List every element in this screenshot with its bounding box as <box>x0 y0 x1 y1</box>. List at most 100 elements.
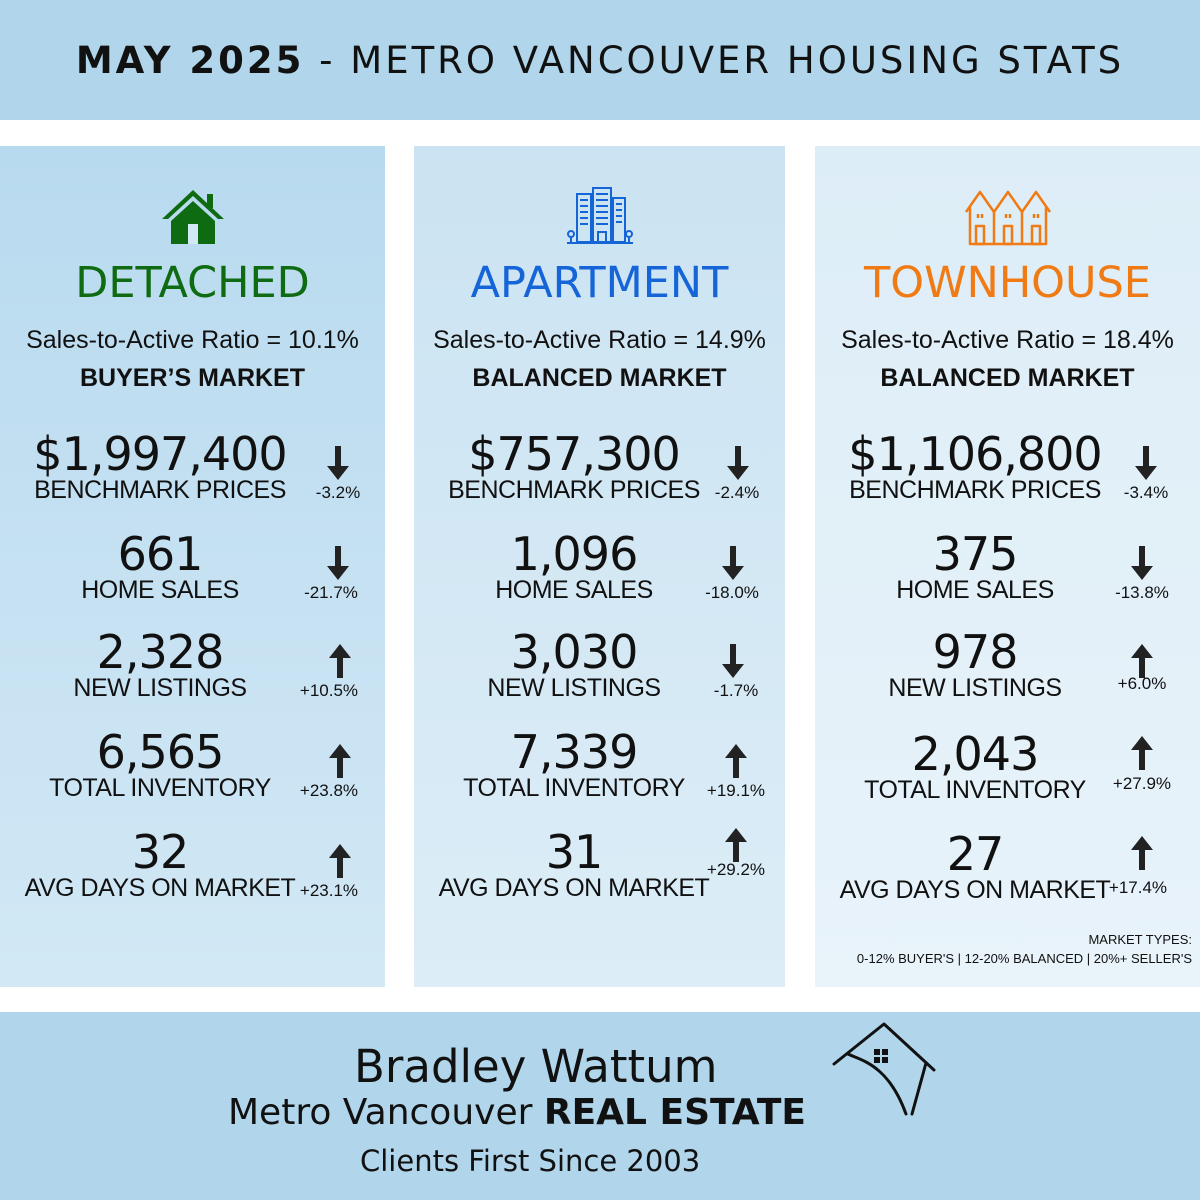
stat-change: -18.0% <box>705 583 759 602</box>
arrow-down-icon <box>1129 544 1155 582</box>
arrow-down-icon <box>325 444 351 482</box>
stat-value: $1,997,400 <box>33 427 287 481</box>
stat-label: HOME SALES <box>896 576 1054 604</box>
arrow-up-icon <box>327 642 353 680</box>
stat-value: 375 <box>932 527 1019 581</box>
apartment-building-icon <box>565 186 635 248</box>
stat-label: AVG DAYS ON MARKET <box>24 874 296 902</box>
stat-value: 31 <box>545 825 604 879</box>
stat-label: TOTAL INVENTORY <box>463 774 685 802</box>
townhouse-total-inventory: 2,043 TOTAL INVENTORY +27.9% <box>815 728 1200 828</box>
house-icon <box>158 186 228 248</box>
stat-label: NEW LISTINGS <box>888 674 1062 702</box>
stat-label: BENCHMARK PRICES <box>34 476 286 504</box>
stat-label: HOME SALES <box>495 576 653 604</box>
apartment-ratio: Sales-to-Active Ratio = 14.9% <box>433 326 766 354</box>
market-types-ranges: 0-12% BUYER'S | 12-20% BALANCED | 20%+ S… <box>856 951 1192 966</box>
apartment-new-listings: 3,030 NEW LISTINGS -1.7% <box>414 626 785 726</box>
detached-ratio: Sales-to-Active Ratio = 10.1% <box>26 326 359 354</box>
arrow-down-icon <box>725 444 751 482</box>
townhouse-title: TOWNHOUSE <box>864 258 1151 308</box>
townhouse-column: TOWNHOUSE Sales-to-Active Ratio = 18.4% … <box>815 146 1200 987</box>
arrow-up-icon <box>723 826 749 864</box>
apartment-title: APARTMENT <box>470 258 729 308</box>
arrow-down-icon <box>1133 444 1159 482</box>
stat-change: -13.8% <box>1115 583 1169 602</box>
stat-change: +29.2% <box>706 860 766 879</box>
detached-title: DETACHED <box>75 258 310 308</box>
townhouse-benchmark-price: $1,106,800 BENCHMARK PRICES -3.4% <box>815 428 1200 528</box>
header-date: MAY 2025 <box>75 38 305 82</box>
stat-change: -3.2% <box>315 483 361 502</box>
detached-home-sales: 661 HOME SALES -21.7% <box>0 528 385 628</box>
stat-label: AVG DAYS ON MARKET <box>438 874 710 902</box>
stat-change: +6.0% <box>1117 674 1167 693</box>
detached-column: DETACHED Sales-to-Active Ratio = 10.1% B… <box>0 146 385 987</box>
detached-market-type: BUYER’S MARKET <box>79 364 305 392</box>
detached-benchmark-price: $1,997,400 BENCHMARK PRICES -3.2% <box>0 428 385 528</box>
stat-change: +10.5% <box>299 681 359 700</box>
apartment-benchmark-price: $757,300 BENCHMARK PRICES -2.4% <box>414 428 785 528</box>
stat-change: +17.4% <box>1108 878 1168 897</box>
tagline-regular: Metro Vancouver <box>228 1092 544 1133</box>
stat-label: NEW LISTINGS <box>73 674 247 702</box>
detached-total-inventory: 6,565 TOTAL INVENTORY +23.8% <box>0 726 385 826</box>
stat-change: -1.7% <box>713 681 759 700</box>
townhouse-market-type: BALANCED MARKET <box>880 364 1135 392</box>
townhouse-ratio: Sales-to-Active Ratio = 18.4% <box>841 326 1174 354</box>
apartment-avg-days: 31 AVG DAYS ON MARKET +29.2% <box>414 826 785 926</box>
stat-label: BENCHMARK PRICES <box>849 476 1101 504</box>
header-title: - METRO VANCOUVER HOUSING STATS <box>304 38 1125 82</box>
stat-label: TOTAL INVENTORY <box>49 774 271 802</box>
apartment-home-sales: 1,096 HOME SALES -18.0% <box>414 528 785 628</box>
stat-value: 6,565 <box>96 725 225 779</box>
townhouse-new-listings: 978 NEW LISTINGS +6.0% <box>815 626 1200 726</box>
arrow-down-icon <box>720 642 746 680</box>
townhouse-icon <box>963 186 1053 248</box>
house-roof-logo-icon <box>830 1018 938 1122</box>
stat-label: BENCHMARK PRICES <box>448 476 700 504</box>
arrow-up-icon <box>1129 642 1155 680</box>
stat-change: -3.4% <box>1123 483 1169 502</box>
detached-new-listings: 2,328 NEW LISTINGS +10.5% <box>0 626 385 726</box>
arrow-up-icon <box>327 842 353 880</box>
market-types-legend: MARKET TYPES: 0-12% BUYER'S | 12-20% BAL… <box>857 930 1192 968</box>
agent-slogan: Clients First Since 2003 <box>360 1144 701 1178</box>
tagline-bold: REAL ESTATE <box>543 1092 806 1133</box>
stat-label: NEW LISTINGS <box>487 674 661 702</box>
stat-label: AVG DAYS ON MARKET <box>839 876 1111 904</box>
stat-value: 978 <box>932 625 1019 679</box>
apartment-total-inventory: 7,339 TOTAL INVENTORY +19.1% <box>414 726 785 826</box>
townhouse-avg-days: 27 AVG DAYS ON MARKET +17.4% <box>815 828 1200 928</box>
stat-value: 3,030 <box>510 625 639 679</box>
stat-value: $1,106,800 <box>848 427 1102 481</box>
stat-change: +23.1% <box>299 881 359 900</box>
stat-value: 661 <box>117 527 204 581</box>
stat-value: $757,300 <box>468 427 681 481</box>
stat-change: -21.7% <box>304 583 358 602</box>
stat-value: 1,096 <box>510 527 639 581</box>
stat-label: HOME SALES <box>81 576 239 604</box>
stat-change: +23.8% <box>299 781 359 800</box>
apartment-market-type: BALANCED MARKET <box>472 364 727 392</box>
arrow-up-icon <box>1129 834 1155 872</box>
stat-change: +27.9% <box>1112 774 1172 793</box>
stat-value: 27 <box>946 827 1005 881</box>
page-header: MAY 2025 - METRO VANCOUVER HOUSING STATS <box>0 0 1200 120</box>
apartment-column: APARTMENT Sales-to-Active Ratio = 14.9% … <box>414 146 785 987</box>
stat-change: +19.1% <box>706 781 766 800</box>
stat-value: 2,328 <box>96 625 225 679</box>
stat-value: 2,043 <box>911 727 1040 781</box>
agent-name: Bradley Wattum <box>354 1040 718 1093</box>
detached-avg-days: 32 AVG DAYS ON MARKET +23.1% <box>0 826 385 926</box>
footer-branding: Bradley Wattum Metro Vancouver REAL ESTA… <box>0 1012 1200 1200</box>
market-types-heading: MARKET TYPES: <box>1088 932 1192 947</box>
arrow-down-icon <box>325 544 351 582</box>
arrow-down-icon <box>720 544 746 582</box>
stat-label: TOTAL INVENTORY <box>864 776 1086 804</box>
arrow-up-icon <box>723 742 749 780</box>
stat-value: 32 <box>131 825 190 879</box>
agent-tagline: Metro Vancouver REAL ESTATE <box>228 1092 806 1133</box>
townhouse-home-sales: 375 HOME SALES -13.8% <box>815 528 1200 628</box>
arrow-up-icon <box>327 742 353 780</box>
